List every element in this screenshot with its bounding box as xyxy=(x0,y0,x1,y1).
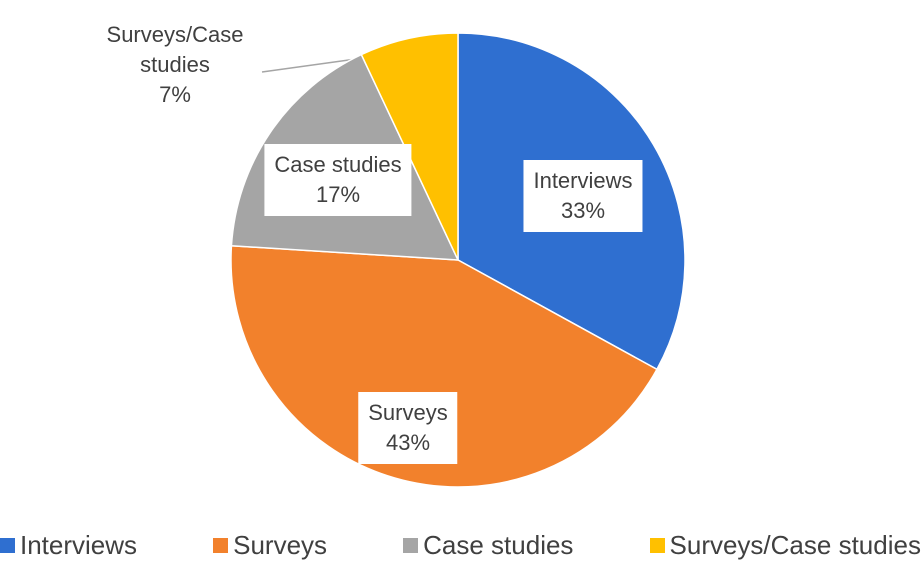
legend-label: Surveys xyxy=(233,530,328,560)
data-label: Surveys 43% xyxy=(358,392,458,464)
data-label-category: Surveys xyxy=(368,400,448,425)
data-label: Surveys/Case studies 7% xyxy=(85,14,265,116)
pie-slice xyxy=(230,244,658,488)
data-label-value: 33% xyxy=(560,198,606,223)
data-label-category: Case studies xyxy=(274,152,402,177)
legend: Interviews Surveys Case studies Surveys/Cas… xyxy=(0,530,921,561)
legend-swatch xyxy=(403,538,419,553)
legend-label: Interviews xyxy=(20,530,138,560)
data-label: Case studies 17% xyxy=(264,144,412,216)
data-label-value: 7% xyxy=(159,82,191,107)
legend-item: Surveys/Case studies xyxy=(649,530,921,561)
data-label-category: Interviews xyxy=(533,168,633,193)
legend-item: Interviews xyxy=(0,530,137,561)
legend-label: Surveys/Case studies xyxy=(669,530,921,560)
legend-item: Case studies xyxy=(403,530,573,561)
data-label-value: 43% xyxy=(385,430,431,455)
legend-swatch xyxy=(649,538,665,553)
legend-label: Case studies xyxy=(423,530,574,560)
data-label: Interviews 33% xyxy=(523,160,643,232)
legend-item: Surveys xyxy=(213,530,327,561)
data-label-category: Surveys/Case studies xyxy=(106,22,244,77)
legend-swatch xyxy=(0,538,15,553)
data-label-value: 17% xyxy=(315,182,361,207)
leader-line xyxy=(261,58,357,73)
legend-swatch xyxy=(213,538,229,553)
